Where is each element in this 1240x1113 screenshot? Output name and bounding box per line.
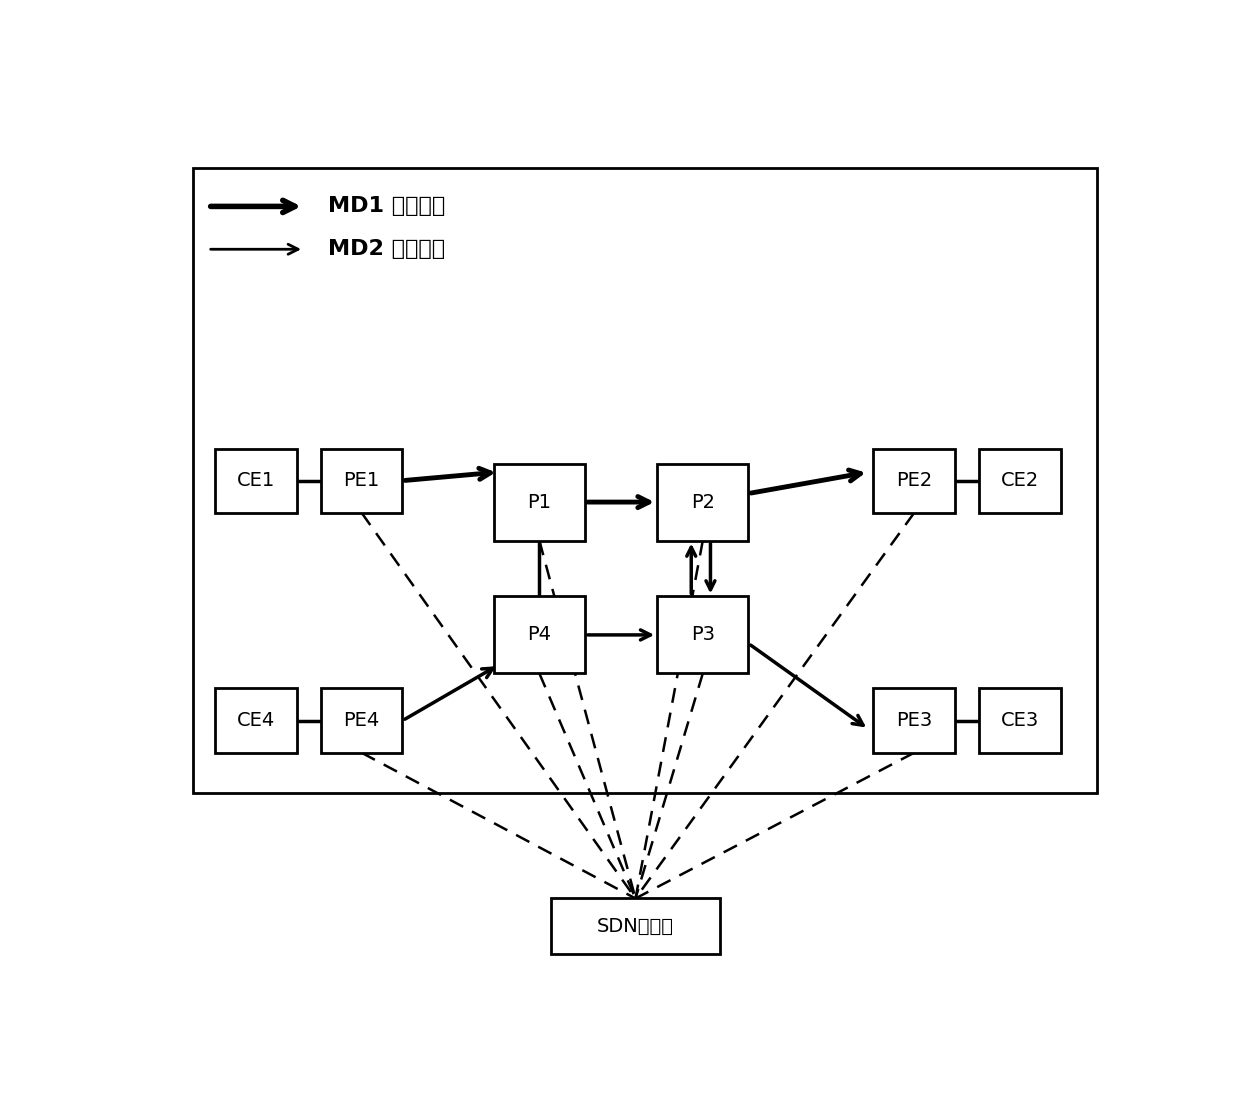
Bar bbox=[215, 449, 296, 513]
Text: PE1: PE1 bbox=[343, 471, 379, 490]
Bar bbox=[494, 597, 585, 673]
Text: CE1: CE1 bbox=[237, 471, 275, 490]
Bar bbox=[494, 463, 585, 541]
Text: PE3: PE3 bbox=[897, 711, 932, 730]
Text: P4: P4 bbox=[527, 626, 552, 644]
Bar bbox=[193, 168, 1096, 794]
Text: MD1 组播流量: MD1 组播流量 bbox=[327, 196, 445, 216]
Text: MD2 组播流量: MD2 组播流量 bbox=[327, 239, 445, 259]
Text: CE3: CE3 bbox=[1001, 711, 1039, 730]
Text: P1: P1 bbox=[527, 493, 552, 512]
Bar bbox=[873, 689, 955, 752]
Text: SDN控制器: SDN控制器 bbox=[596, 917, 675, 936]
Bar bbox=[321, 449, 403, 513]
Bar bbox=[873, 449, 955, 513]
Bar bbox=[657, 463, 749, 541]
Text: PE2: PE2 bbox=[897, 471, 932, 490]
Bar bbox=[657, 597, 749, 673]
Text: CE4: CE4 bbox=[237, 711, 275, 730]
Bar bbox=[215, 689, 296, 752]
Text: CE2: CE2 bbox=[1001, 471, 1039, 490]
Text: P2: P2 bbox=[691, 493, 714, 512]
Bar bbox=[552, 898, 719, 954]
Text: P3: P3 bbox=[691, 626, 714, 644]
Bar bbox=[980, 449, 1060, 513]
Bar bbox=[321, 689, 403, 752]
Text: PE4: PE4 bbox=[343, 711, 379, 730]
Bar bbox=[980, 689, 1060, 752]
